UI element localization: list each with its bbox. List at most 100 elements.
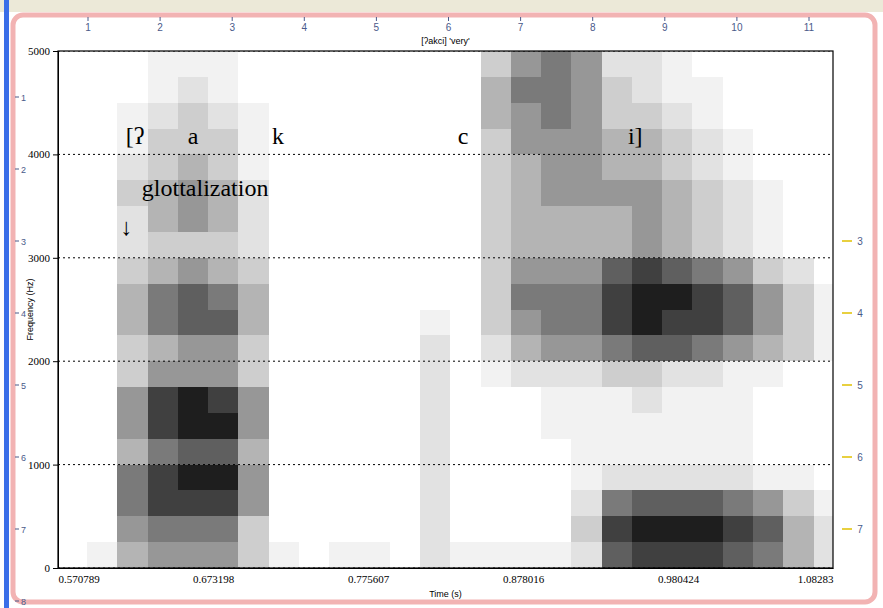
spectrogram-cell xyxy=(753,51,783,77)
spectrogram-cell xyxy=(541,154,571,180)
spectrogram-cell xyxy=(541,413,571,439)
spectrogram-cell xyxy=(208,51,238,77)
ruler-label: 5 xyxy=(857,380,863,391)
spectrogram-cell xyxy=(148,361,178,387)
spectrogram-cell xyxy=(329,516,359,542)
y-axis-title: Frequency (Hz) xyxy=(25,278,35,340)
spectrogram-cell xyxy=(783,335,813,361)
spectrogram-cell xyxy=(390,206,420,232)
spectrogram-cell xyxy=(208,516,238,542)
spectrogram-cell xyxy=(753,542,783,568)
spectrogram-cell xyxy=(58,465,87,491)
spectrogram-cell xyxy=(511,154,541,180)
spectrogram-cell xyxy=(662,413,692,439)
spectrogram-cell xyxy=(329,154,359,180)
spectrogram-cell xyxy=(662,103,692,129)
spectrogram-cell xyxy=(814,335,833,361)
spectrogram-cell xyxy=(420,310,450,336)
grid-line xyxy=(58,361,833,362)
spectrogram-cell xyxy=(208,103,238,129)
spectrogram-cell xyxy=(148,51,178,77)
spectrogram-cell xyxy=(58,103,87,129)
y-tick-label: 3000 xyxy=(28,252,51,264)
spectrogram-cell xyxy=(420,258,450,284)
spectrogram-cell xyxy=(420,77,450,103)
spectrogram-cell xyxy=(662,77,692,103)
spectrogram-cell xyxy=(753,413,783,439)
spectrogram-cell xyxy=(178,465,208,491)
spectrogram-cell xyxy=(602,180,632,206)
spectrogram-cell xyxy=(450,51,480,77)
spectrogram-cell xyxy=(208,490,238,516)
spectrogram-cell xyxy=(329,103,359,129)
spectrogram-cell xyxy=(511,51,541,77)
spectrogram-cell xyxy=(208,542,238,568)
ruler-tick xyxy=(232,17,233,21)
spectrogram-cell xyxy=(511,310,541,336)
spectrogram-cell xyxy=(571,77,601,103)
spectrogram-cell xyxy=(602,335,632,361)
spectrogram-cell xyxy=(450,413,480,439)
spectrogram-cell xyxy=(602,465,632,491)
spectrogram-cell xyxy=(117,361,147,387)
spectrogram-cell xyxy=(420,439,450,465)
spectrogram-cell xyxy=(360,490,390,516)
spectrogram-cell xyxy=(148,413,178,439)
spectrogram-cell xyxy=(178,77,208,103)
spectrogram-cell xyxy=(208,284,238,310)
spectrogram-cell xyxy=(299,206,329,232)
spectrogram-cell xyxy=(571,206,601,232)
spectrogram-cell xyxy=(783,129,813,155)
spectrogram-cell xyxy=(58,542,87,568)
grid-line xyxy=(58,154,833,155)
spectrogram-cell xyxy=(58,490,87,516)
spectrogram-cell xyxy=(783,284,813,310)
ruler-label: 5 xyxy=(374,22,380,33)
spectrogram-cell xyxy=(329,180,359,206)
spectrogram-cell xyxy=(390,413,420,439)
spectrogram-cell xyxy=(753,154,783,180)
spectrogram-cell xyxy=(481,77,511,103)
spectrogram-cell xyxy=(178,232,208,258)
spectrogram-cell xyxy=(329,77,359,103)
grid xyxy=(58,51,833,568)
plot-frame xyxy=(58,51,833,568)
spectrogram-cell xyxy=(269,51,299,77)
spectrogram-cell xyxy=(360,542,390,568)
spectrogram-cell xyxy=(299,490,329,516)
spectrogram-cell xyxy=(269,206,299,232)
spectrogram-cell xyxy=(481,103,511,129)
menu-bar xyxy=(0,0,883,12)
spectrogram-cell xyxy=(511,232,541,258)
spectrogram-cell xyxy=(208,335,238,361)
spectrogram-cell xyxy=(269,154,299,180)
spectrogram-cell xyxy=(692,465,722,491)
spectrogram-cell xyxy=(148,490,178,516)
spectrogram-cell xyxy=(571,542,601,568)
spectrogram-cell xyxy=(269,284,299,310)
spectrogram-cell xyxy=(420,361,450,387)
spectrogram-cell xyxy=(269,413,299,439)
spectrogram-cell xyxy=(208,206,238,232)
spectrogram-cell xyxy=(238,490,268,516)
ruler-label: 8 xyxy=(21,597,26,607)
spectrogram-cell xyxy=(148,284,178,310)
spectrogram-cell xyxy=(723,258,753,284)
spectrogram-cell xyxy=(692,77,722,103)
spectrogram-cell xyxy=(299,387,329,413)
spectrogram-cell xyxy=(238,310,268,336)
spectrogram-cell xyxy=(117,284,147,310)
annotation: glottalization xyxy=(142,175,269,201)
spectrogram-cell xyxy=(390,361,420,387)
spectrogram-cell xyxy=(541,51,571,77)
spectrogram-cell xyxy=(602,516,632,542)
spectrogram-cell xyxy=(753,103,783,129)
spectrogram-cell xyxy=(783,206,813,232)
spectrogram-cell xyxy=(783,258,813,284)
spectrogram-cell xyxy=(481,439,511,465)
spectrogram-cell xyxy=(753,129,783,155)
spectrogram-cell xyxy=(87,387,117,413)
chart-title: [ʔakci] 'very' xyxy=(421,36,470,46)
x-tick-label: 0.878016 xyxy=(503,573,545,585)
annotation: [ʔ xyxy=(126,123,145,149)
